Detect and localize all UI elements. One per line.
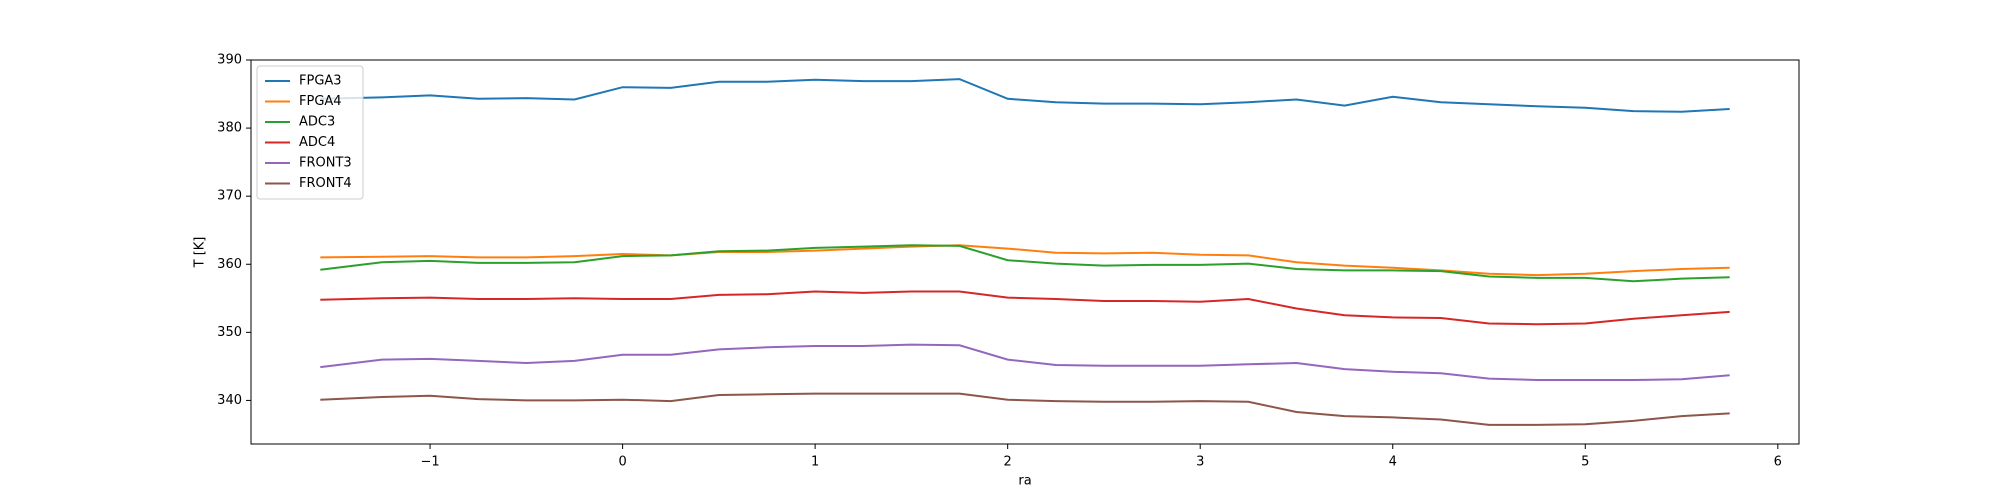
y-tick-label: 360 [217,257,242,272]
y-axis-label: T [K] [193,237,208,269]
legend-label: FRONT3 [299,156,352,171]
y-tick-label: 390 [217,53,242,68]
legend-label: FPGA4 [299,94,342,109]
series-line [320,244,1730,283]
legend-label: FPGA3 [299,74,342,89]
legend-box [256,65,364,200]
series-line [320,392,1730,426]
x-axis-label: ra [1018,474,1031,489]
series-line [320,78,1730,113]
plot-frame [250,59,1800,445]
y-tick-label: 380 [217,121,242,136]
y-tick-label: 350 [217,325,242,340]
x-tick-label: 5 [1581,455,1589,470]
x-tick-label: 3 [1196,455,1204,470]
series-line [320,343,1730,381]
y-tick-label: 370 [217,189,242,204]
x-tick-label: 2 [1004,455,1012,470]
x-tick-label: 6 [1774,455,1782,470]
x-tick-label: 0 [618,455,626,470]
x-tick-label: 4 [1389,455,1397,470]
series-line [320,244,1730,277]
legend-label: FRONT4 [299,176,352,191]
x-tick-label: −1 [420,455,439,470]
x-tick-label: 1 [811,455,819,470]
y-tick-label: 340 [217,393,242,408]
legend-label: ADC4 [299,135,335,150]
series-line [320,290,1730,326]
legend-label: ADC3 [299,115,335,130]
